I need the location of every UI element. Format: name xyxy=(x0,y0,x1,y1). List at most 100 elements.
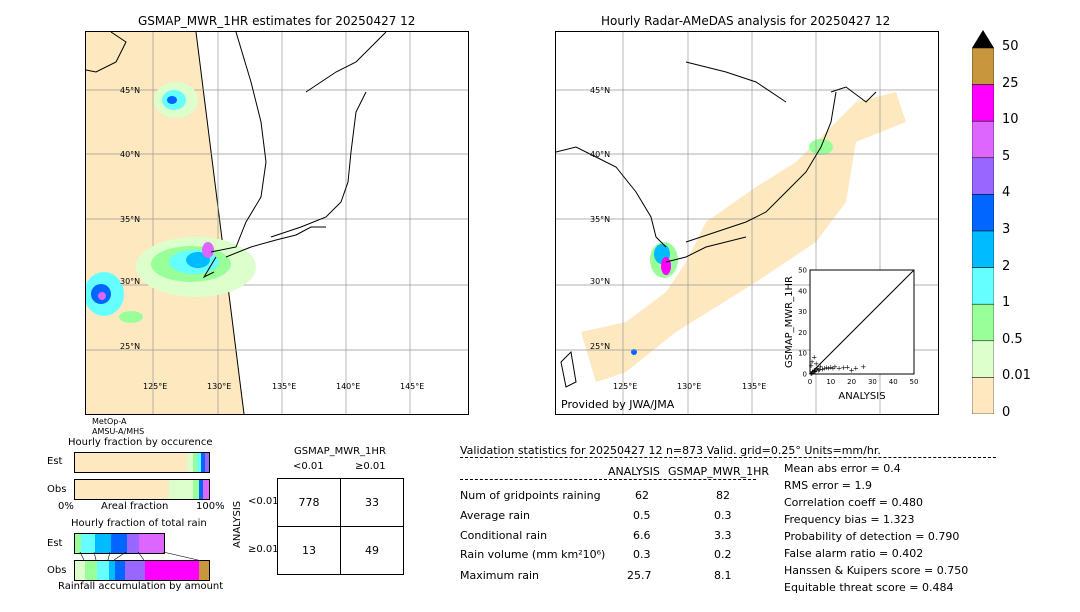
colorbar-extend-arrow xyxy=(972,30,994,48)
colorbar-label: 5 xyxy=(1002,148,1011,164)
scatter-point: + xyxy=(832,363,838,371)
contingency-row-0: <0.01 xyxy=(248,496,279,507)
scatter-point: + xyxy=(808,362,814,370)
contingency-col-0: <0.01 xyxy=(293,461,324,472)
left-lon-125: 125°E xyxy=(143,382,168,391)
colorbar-label: 4 xyxy=(1002,185,1011,201)
right-lat-25: 25°N xyxy=(590,342,611,351)
stat-label: Average rain xyxy=(460,509,530,522)
contingency-cell: 778 xyxy=(277,478,341,527)
stat-analysis: 25.7 xyxy=(627,569,652,582)
colorbar-segment xyxy=(971,377,995,415)
stat-gsmap: 3.3 xyxy=(714,529,732,542)
scatter-point: + xyxy=(815,366,821,374)
right-map-title: Hourly Radar-AMeDAS analysis for 2025042… xyxy=(601,14,891,28)
scatter-point: + xyxy=(810,368,816,376)
scatter-point: + xyxy=(853,364,859,372)
right-lat-30: 30°N xyxy=(590,277,611,286)
scatter-xtick: 0 xyxy=(808,378,812,386)
left-lat-40: 40°N xyxy=(120,150,141,159)
stat-gsmap: 0.3 xyxy=(714,509,732,522)
scatter-point: + xyxy=(809,369,815,377)
colorbar-label: 10 xyxy=(1002,112,1019,128)
scatter-point: + xyxy=(828,364,834,372)
occ-xlabel: Areal fraction xyxy=(101,501,169,512)
stat-analysis: 62 xyxy=(635,489,649,502)
score-corr: Correlation coeff = 0.480 xyxy=(784,496,923,509)
scatter-point: + xyxy=(811,354,817,362)
scatter-xtick: 20 xyxy=(847,378,856,386)
scatter-point: + xyxy=(830,364,836,372)
contingency-title: GSMAP_MWR_1HR xyxy=(294,446,386,457)
left-map-grid xyxy=(86,32,468,414)
stat-label: Num of gridpoints raining xyxy=(460,489,601,502)
scatter-xlabel: ANALYSIS xyxy=(838,391,885,402)
right-lat-35: 35°N xyxy=(590,215,611,224)
total-connector-lines xyxy=(79,552,199,560)
validation-divider xyxy=(460,457,996,458)
total-obs-bar xyxy=(74,560,210,581)
colorbar-label: 50 xyxy=(1002,39,1019,54)
scatter-point: + xyxy=(816,366,822,374)
scatter-ytick: 30 xyxy=(798,308,807,316)
colorbar-segment xyxy=(971,120,995,159)
scatter-point: + xyxy=(812,368,818,376)
total-est-label: Est xyxy=(47,538,63,549)
colorbar-label: 25 xyxy=(1002,75,1019,91)
scatter-point: + xyxy=(808,370,814,378)
right-map-coastline xyxy=(556,61,877,388)
left-lon-135: 135°E xyxy=(272,382,297,391)
score-hk: Hanssen & Kuipers score = 0.750 xyxy=(784,564,969,577)
right-map: 45°N 40°N 35°N 30°N 25°N 125°E 130°E 135… xyxy=(555,31,939,415)
scatter-point: + xyxy=(836,364,842,372)
occ-xtick-0: 0% xyxy=(58,501,74,512)
score-ets: Equitable threat score = 0.484 xyxy=(784,581,954,594)
scatter-point: + xyxy=(826,365,832,373)
right-map-rain xyxy=(631,139,833,355)
occ-est-label: Est xyxy=(47,456,63,467)
colorbar-label: 0.5 xyxy=(1002,331,1023,347)
stat-analysis: 0.3 xyxy=(633,548,651,561)
left-lat-30: 30°N xyxy=(120,277,141,286)
colorbar-label: 3 xyxy=(1002,222,1011,237)
total-obs-label: Obs xyxy=(47,565,67,576)
validation-header: Validation statistics for 20250427 12 n=… xyxy=(460,444,881,457)
colorbar-svg xyxy=(971,30,995,415)
scatter-point: + xyxy=(809,358,815,366)
validation-subdivider xyxy=(460,479,756,480)
scatter-point: + xyxy=(811,366,817,374)
stat-analysis: 0.5 xyxy=(633,509,651,522)
occ-xtick-100: 100% xyxy=(196,501,225,512)
data-credit: Provided by JWA/JMA xyxy=(561,398,675,411)
stat-label: Conditional rain xyxy=(460,529,548,542)
scatter-point: + xyxy=(810,368,816,376)
scatter-xtick: 50 xyxy=(910,378,919,386)
colorbar-segment xyxy=(971,194,995,232)
left-map: 45°N 40°N 35°N 30°N 25°N 125°E 130°E 135… xyxy=(85,31,469,415)
scatter-ytick: 50 xyxy=(798,267,807,275)
validation-col1: ANALYSIS xyxy=(608,465,660,478)
scatter-point: + xyxy=(820,365,826,373)
left-lat-35: 35°N xyxy=(120,215,141,224)
scatter-point: + xyxy=(845,363,851,371)
occ-obs-label: Obs xyxy=(47,484,67,495)
contingency-cell: 33 xyxy=(340,478,404,527)
stat-gsmap: 82 xyxy=(716,489,730,502)
colorbar-segment xyxy=(971,47,995,85)
left-map-svg xyxy=(86,32,468,414)
colorbar xyxy=(971,30,995,415)
colorbar-segment xyxy=(971,267,995,305)
contingency-row-axis: ANALYSIS xyxy=(232,500,243,548)
right-lat-40: 40°N xyxy=(590,150,611,159)
score-mae: Mean abs error = 0.4 xyxy=(784,462,901,475)
stat-label: Rain volume (mm km²10⁶) xyxy=(460,548,606,561)
occ-obs-bar xyxy=(74,479,210,500)
total-xlabel: Rainfall accumulation by amount xyxy=(58,581,224,592)
stat-label: Maximum rain xyxy=(460,569,539,582)
occ-est-bar xyxy=(74,452,210,473)
contingency-table: 778 33 13 49 xyxy=(277,478,404,575)
total-title: Hourly fraction of total rain xyxy=(71,518,207,529)
left-lat-25: 25°N xyxy=(120,342,141,351)
sensor-2: AMSU-A/MHS xyxy=(92,427,145,436)
